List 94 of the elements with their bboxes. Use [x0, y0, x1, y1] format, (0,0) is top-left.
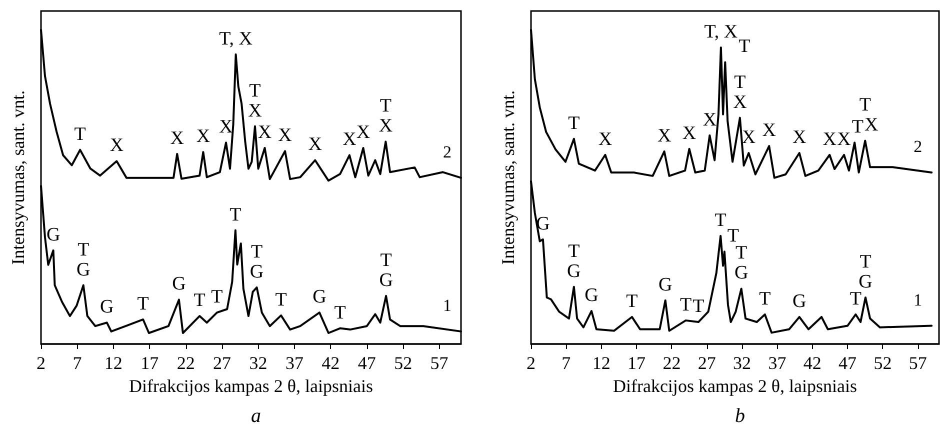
annotation: X [219, 116, 234, 138]
annotation: X [378, 116, 393, 137]
annotation: T [734, 72, 746, 93]
annotation: T [759, 288, 772, 310]
x-tick-label: 32 [249, 353, 268, 373]
x-tick-label: 12 [592, 353, 610, 373]
x-tick-label: 52 [394, 353, 412, 373]
x-tick-label: 37 [768, 353, 786, 373]
annotation: T [380, 250, 392, 271]
series-label: 1 [443, 296, 452, 315]
series-label: 2 [914, 136, 922, 156]
annotation: X [196, 126, 210, 148]
annotation: T [852, 116, 864, 138]
annotation: X [762, 120, 776, 142]
annotation: T [74, 124, 86, 145]
annotation: T [137, 293, 150, 314]
annotation: T [859, 94, 872, 116]
annotation: G [567, 260, 582, 282]
annotation: X [248, 100, 262, 122]
annotation: T [380, 96, 392, 117]
annotation: G [792, 290, 806, 312]
annotation: T [714, 210, 727, 231]
annotation: T [275, 289, 288, 310]
annotation: G [584, 285, 599, 306]
text: a [251, 405, 261, 427]
annotation: T [211, 286, 224, 308]
series-label: 2 [443, 142, 452, 162]
annotation: X [702, 109, 717, 130]
annotation: X [742, 126, 756, 148]
x-tick-label: 2 [526, 353, 536, 373]
annotation: T [250, 241, 263, 262]
annotation: T [194, 290, 206, 312]
x-tick-label: 22 [662, 353, 681, 373]
annotation: T [78, 239, 90, 260]
annotation: T [680, 294, 692, 316]
annotation: X [110, 135, 124, 156]
x-tick-label: 7 [562, 353, 571, 373]
x-tick-label: 57 [430, 353, 448, 373]
annotation: X [657, 125, 672, 146]
x-tick-label: 12 [104, 353, 122, 373]
annotation: X [342, 129, 357, 150]
x-tick-label: 22 [176, 353, 195, 373]
annotation: T [626, 290, 638, 312]
x-tick-label: 7 [72, 353, 82, 373]
annotation: X [598, 128, 612, 150]
annotation: X [792, 126, 806, 148]
series-label: 1 [914, 290, 922, 310]
annotation: X [258, 122, 272, 143]
annotation: X [837, 128, 852, 150]
annotation: G [312, 286, 327, 308]
x-tick-label: 17 [140, 353, 159, 373]
x-tick-label: 47 [838, 353, 857, 373]
annotation: X [682, 122, 696, 144]
annotation: G [250, 261, 264, 282]
y-axis-title: Intensyvumas, sant. vnt. [498, 90, 518, 265]
x-axis-title: Difrakcijos kampas 2 θ, laipsniais [128, 376, 374, 396]
annotation: T [334, 302, 346, 324]
x-tick-label: 27 [698, 353, 716, 373]
annotation: T [692, 296, 705, 318]
annotation: T [738, 36, 751, 58]
annotation: G [658, 274, 672, 296]
x-tick-label: 37 [285, 353, 304, 373]
y-axis-title: Intensyvumas, sant. vnt. [8, 90, 28, 265]
x-tick-label: 32 [733, 353, 752, 373]
x-tick-label: 27 [213, 353, 232, 373]
annotation: T, X [219, 28, 253, 50]
annotation: G [379, 270, 394, 291]
x-tick-label: 57 [908, 353, 927, 373]
annotation: X [356, 122, 370, 143]
annotation: G [172, 274, 186, 295]
x-tick-label: 47 [358, 353, 376, 373]
x-tick-label: 42 [322, 353, 340, 373]
annotation: T [249, 80, 262, 102]
annotation: X [170, 128, 184, 149]
annotation: X [308, 134, 322, 156]
annotation: G [46, 224, 60, 246]
annotation: X [822, 128, 837, 150]
text: b [735, 405, 745, 427]
x-tick-label: 52 [874, 353, 892, 373]
x-tick-label: 2 [36, 353, 46, 373]
annotation: X [278, 125, 292, 146]
x-axis-title: Difrakcijos kampas 2 θ, laipsniais [612, 376, 858, 396]
annotation: X [733, 92, 748, 113]
annotation: T [860, 252, 872, 273]
annotation: T [230, 204, 242, 226]
annotation: G [734, 262, 748, 284]
x-tick-label: 42 [803, 353, 822, 373]
annotation: T [568, 240, 580, 262]
x-tick-label: 17 [628, 353, 646, 373]
annotation: T [568, 112, 580, 134]
annotation: G [76, 259, 90, 280]
annotation: G [100, 296, 114, 318]
annotation: X [864, 114, 878, 136]
annotation: T, X [704, 21, 738, 42]
